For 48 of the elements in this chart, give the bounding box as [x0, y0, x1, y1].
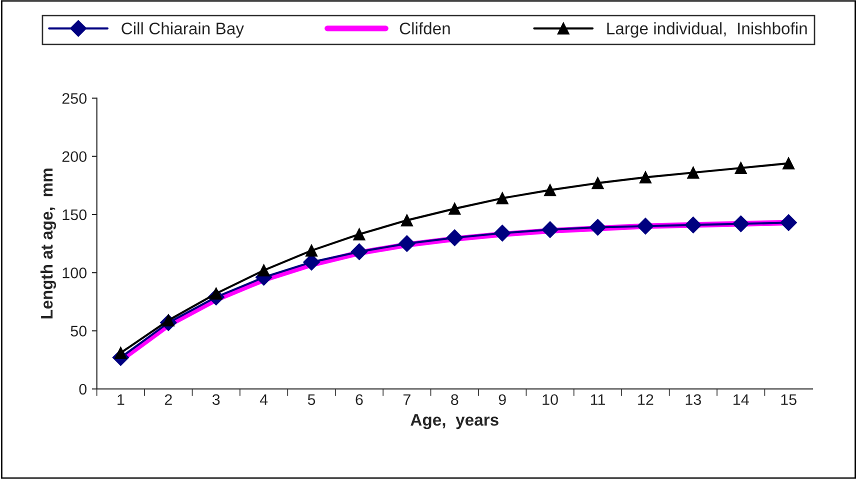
point — [734, 162, 747, 174]
point — [592, 177, 604, 190]
point — [542, 221, 558, 238]
point — [782, 157, 795, 170]
point — [400, 214, 414, 226]
x-tick-label: 10 — [542, 394, 558, 406]
x-tick-label: 7 — [403, 394, 410, 405]
point — [684, 216, 702, 234]
x-tick-label: 1 — [118, 394, 124, 405]
x-tick-label: 8 — [451, 394, 458, 406]
x-tick-label: 13 — [686, 394, 701, 406]
x-tick-label: 2 — [164, 394, 172, 405]
point — [353, 228, 366, 240]
point — [687, 166, 700, 179]
y-tick-label: 250 — [62, 93, 87, 104]
x-tick-label: 9 — [498, 394, 506, 406]
y-axis-title: Length at age, mm — [40, 168, 56, 318]
x-tick-label: 5 — [308, 394, 316, 406]
point — [732, 215, 750, 232]
point — [398, 235, 416, 252]
legend-label: Large individual, Inishbofin — [607, 22, 807, 38]
point — [350, 243, 368, 260]
point — [446, 229, 464, 246]
y-tick-label: 0 — [79, 384, 87, 395]
legend-label: Cill Chiarain Bay — [122, 22, 244, 38]
x-axis-title: Age, years — [410, 414, 498, 430]
x-tick-label: 15 — [781, 394, 796, 406]
y-tick-label: 100 — [62, 268, 87, 278]
legend-label: Clifden — [400, 22, 450, 34]
x-tick-label: 11 — [590, 394, 605, 405]
y-tick-label: 50 — [70, 326, 87, 336]
x-tick-label: 14 — [734, 394, 749, 405]
point — [494, 224, 511, 242]
point — [637, 218, 654, 235]
y-tick-label: 200 — [62, 151, 87, 162]
x-tick-label: 3 — [212, 394, 220, 406]
point — [258, 264, 270, 276]
point — [639, 171, 652, 184]
point — [589, 218, 606, 236]
point — [305, 244, 318, 257]
point — [780, 214, 797, 232]
y-tick-label: 150 — [62, 209, 87, 220]
point — [496, 192, 508, 204]
x-tick-label: 4 — [260, 394, 268, 405]
point — [544, 184, 556, 196]
x-tick-label: 6 — [356, 394, 363, 406]
x-tick-label: 12 — [638, 394, 654, 405]
point — [448, 202, 461, 215]
